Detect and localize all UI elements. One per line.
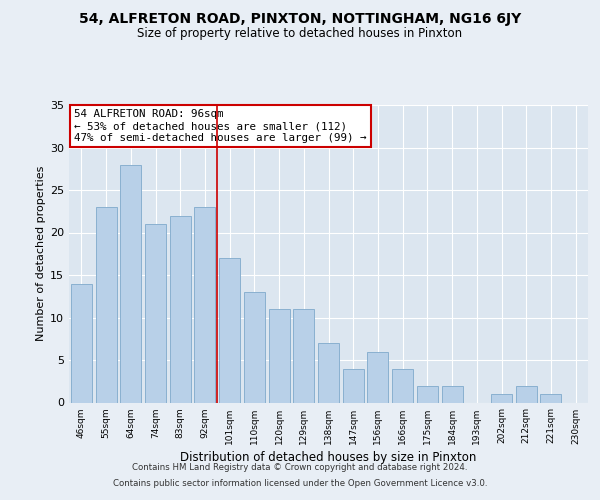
Bar <box>244 292 265 403</box>
Bar <box>442 386 463 402</box>
Text: 54, ALFRETON ROAD, PINXTON, NOTTINGHAM, NG16 6JY: 54, ALFRETON ROAD, PINXTON, NOTTINGHAM, … <box>79 12 521 26</box>
Bar <box>367 352 388 403</box>
X-axis label: Distribution of detached houses by size in Pinxton: Distribution of detached houses by size … <box>181 450 476 464</box>
Bar <box>491 394 512 402</box>
Bar <box>219 258 240 402</box>
Bar <box>516 386 537 402</box>
Bar <box>194 207 215 402</box>
Bar <box>120 164 141 402</box>
Text: Contains HM Land Registry data © Crown copyright and database right 2024.: Contains HM Land Registry data © Crown c… <box>132 464 468 472</box>
Bar <box>392 368 413 402</box>
Bar <box>318 343 339 402</box>
Bar <box>95 207 116 402</box>
Text: Size of property relative to detached houses in Pinxton: Size of property relative to detached ho… <box>137 28 463 40</box>
Text: Contains public sector information licensed under the Open Government Licence v3: Contains public sector information licen… <box>113 478 487 488</box>
Text: 54 ALFRETON ROAD: 96sqm
← 53% of detached houses are smaller (112)
47% of semi-d: 54 ALFRETON ROAD: 96sqm ← 53% of detache… <box>74 110 367 142</box>
Bar <box>417 386 438 402</box>
Bar <box>541 394 562 402</box>
Bar <box>293 309 314 402</box>
Bar <box>343 368 364 402</box>
Bar <box>170 216 191 402</box>
Bar <box>71 284 92 403</box>
Bar <box>145 224 166 402</box>
Y-axis label: Number of detached properties: Number of detached properties <box>36 166 46 342</box>
Bar <box>269 309 290 402</box>
